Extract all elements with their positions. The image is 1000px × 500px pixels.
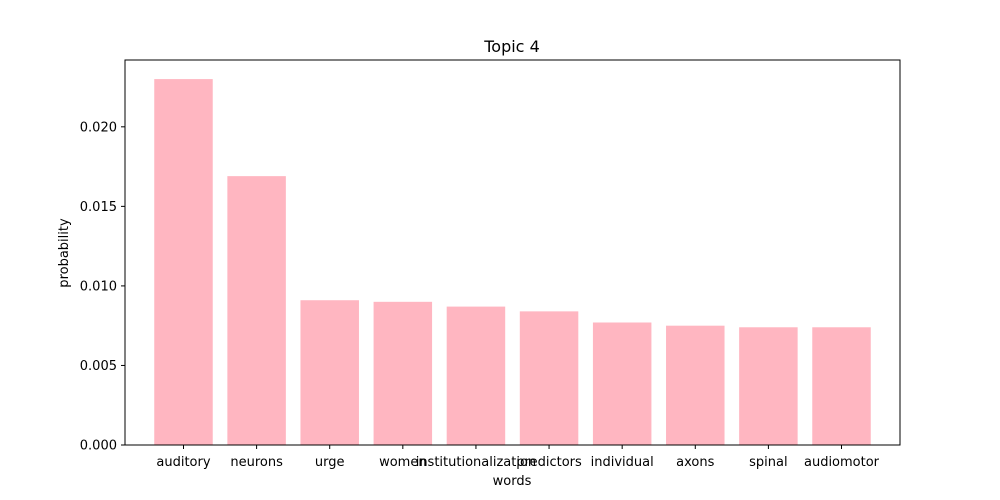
x-tick-label: auditory [156,455,210,470]
x-tick-label: spinal [749,455,787,470]
x-tick-label: women [379,455,427,470]
x-tick-label: audiomotor [804,455,880,470]
plot-frame [124,59,901,446]
bar-axons [666,325,725,445]
bar-women [373,301,433,445]
x-tick-label: predictors [516,455,582,470]
x-tick-label: axons [676,455,714,470]
bar-neurons [227,176,286,446]
bar-institutionalization [446,306,506,445]
bar-urge [300,300,359,445]
x-axis-label: words [493,474,532,489]
bar-auditory [154,79,213,445]
y-tick-label: 0.020 [80,120,117,135]
chart-title: Topic 4 [483,37,540,56]
bar-individual [592,322,652,445]
y-tick-label: 0.005 [80,359,117,374]
y-ticks-group: 0.000 0.005 0.010 0.015 0.020 [80,120,125,454]
bar-predictors [519,311,579,445]
x-tick-label: institutionalization [416,455,536,470]
bar-audiomotor [812,327,871,445]
y-axis-label: probability [57,218,72,288]
x-tick-label: neurons [230,455,283,470]
x-ticks-group: auditory neurons urge womeninstitutionaliza… [156,445,880,470]
y-tick-label: 0.000 [80,439,117,454]
bar-spinal [739,327,798,445]
bars-group [154,79,871,446]
x-tick-label: individual [591,455,654,470]
y-tick-label: 0.015 [80,200,117,215]
x-tick-label: urge [315,455,345,470]
y-tick-label: 0.010 [80,279,117,294]
